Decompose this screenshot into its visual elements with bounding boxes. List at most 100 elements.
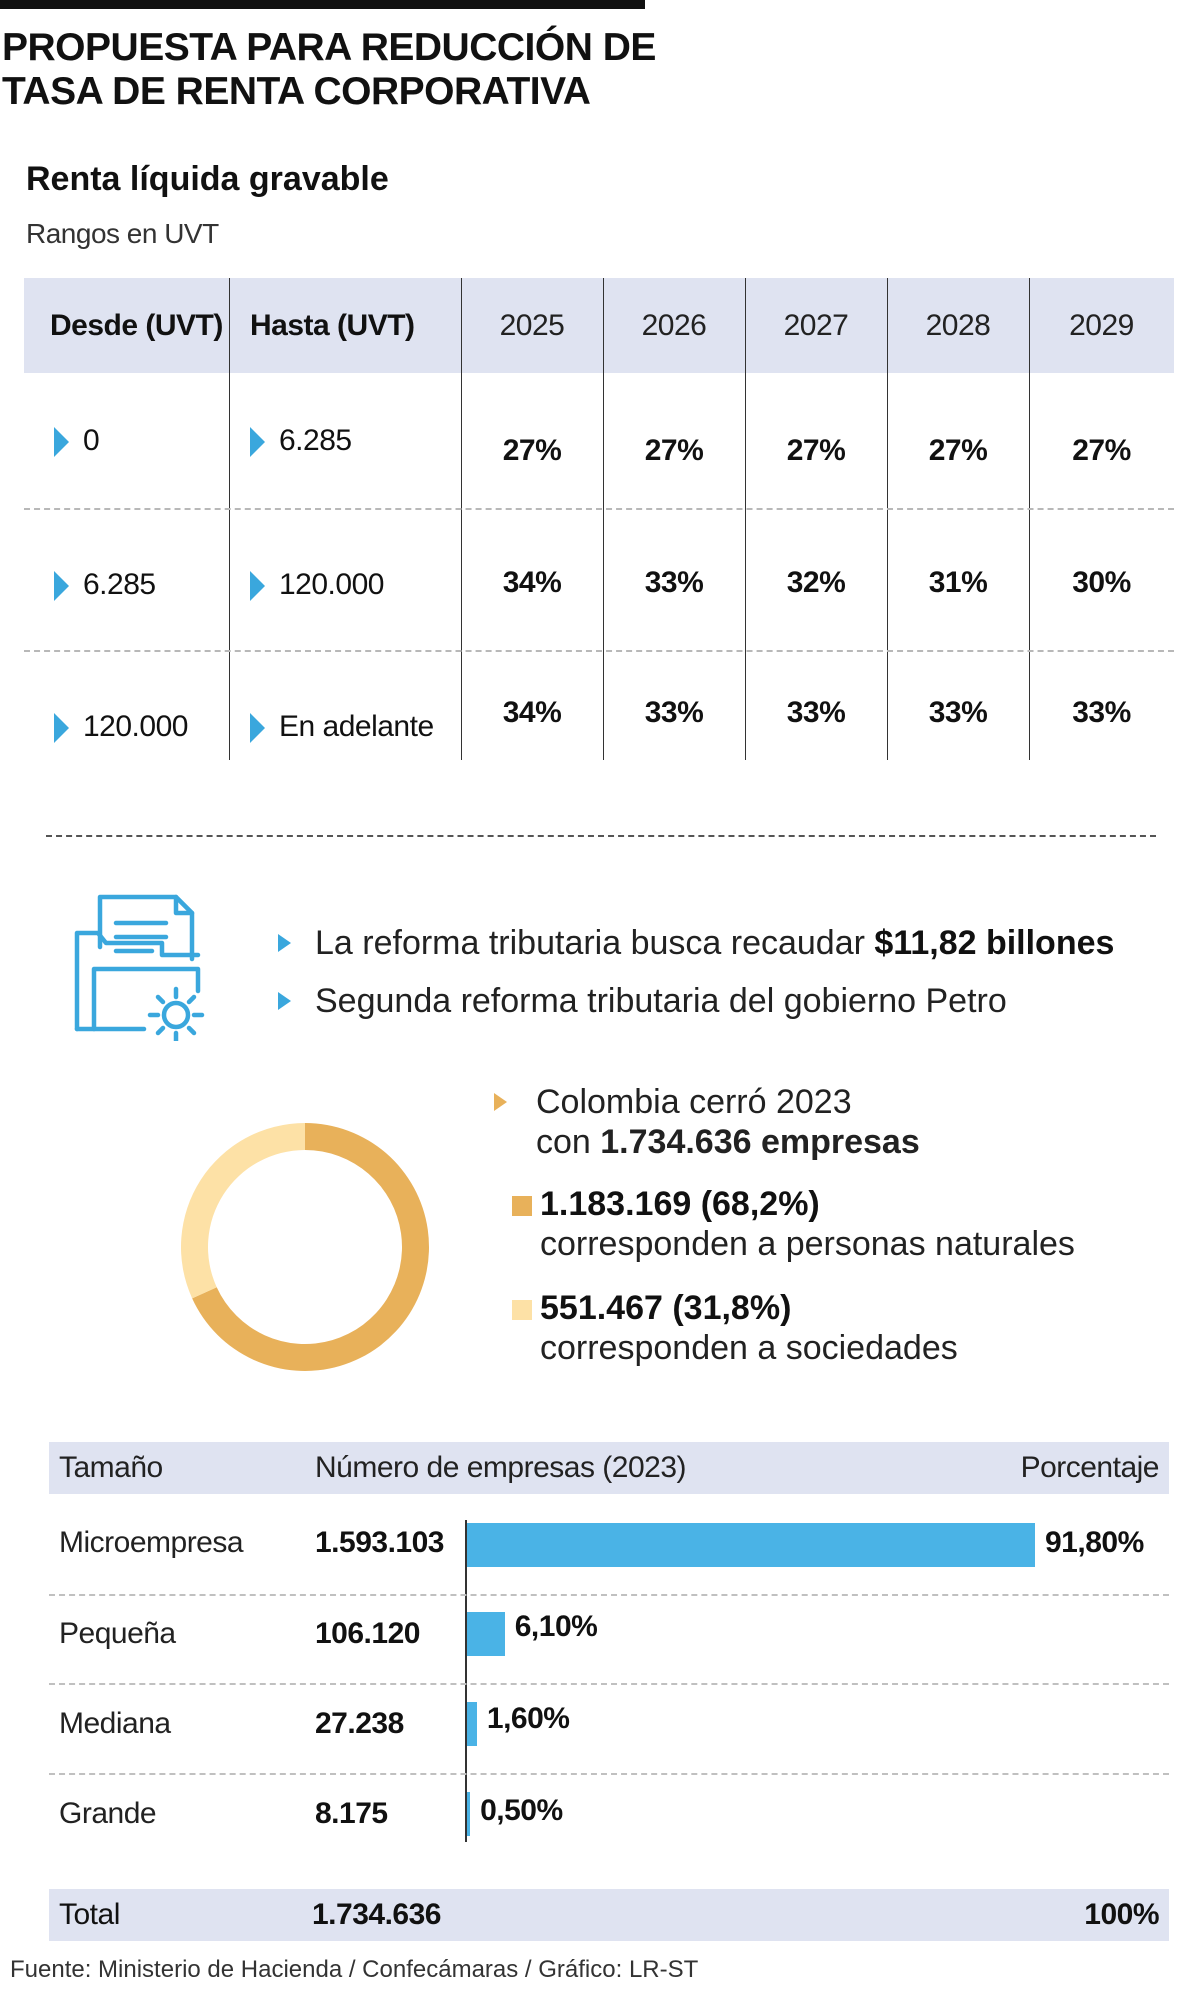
companies-donut-chart xyxy=(181,1123,429,1371)
company-count: 1.593.103 xyxy=(315,1526,444,1559)
bar-axis xyxy=(465,1520,467,1842)
bar-mediana xyxy=(467,1702,477,1746)
hasta-value: 120.000 xyxy=(250,568,384,602)
header-count: Número de empresas (2023) xyxy=(315,1451,687,1484)
percent-label: 0,50% xyxy=(480,1794,563,1827)
page-title-line-1: PROPUESTA PARA REDUCCIÓN DE xyxy=(2,26,656,69)
header-year: 2028 xyxy=(925,309,991,342)
company-count: 8.175 xyxy=(315,1797,388,1830)
desde-value: 6.285 xyxy=(54,568,156,602)
desde-text: 0 xyxy=(83,424,100,457)
header-year: 2027 xyxy=(783,309,849,342)
page-title-line-2: TASA DE RENTA CORPORATIVA xyxy=(2,70,591,113)
hasta-text: 6.285 xyxy=(279,424,352,457)
legend-personas-naturales: 1.183.169 (68,2%) corresponden a persona… xyxy=(512,1184,1075,1264)
row-divider xyxy=(24,508,1174,510)
size-label: Grande xyxy=(59,1797,157,1830)
desde-text: 6.285 xyxy=(83,568,156,601)
legend-label: corresponden a sociedades xyxy=(540,1329,958,1367)
triangle-bullet-icon xyxy=(250,713,265,744)
size-table-header xyxy=(49,1442,1169,1494)
hasta-value: 6.285 xyxy=(250,424,352,458)
donut-slice-sociedades xyxy=(181,1123,305,1299)
total-label: Total xyxy=(59,1898,120,1931)
percent-label: 1,60% xyxy=(486,1702,570,1735)
triangle-bullet-icon xyxy=(278,934,291,953)
total-percent: 100% xyxy=(1084,1898,1159,1931)
page-title: PROPUESTA PARA REDUCCIÓN DE TASA DE RENT… xyxy=(2,26,682,114)
legend-value: 551.467 (31,8%) xyxy=(540,1289,792,1327)
rate-cell: 27% xyxy=(1072,434,1131,467)
row-divider xyxy=(49,1683,1169,1685)
rates-table-header xyxy=(24,278,1174,373)
bar-microempresa xyxy=(467,1523,1035,1567)
info-bullet-reforma: Segunda reforma tributaria del gobierno … xyxy=(278,982,1007,1021)
companies-intro-line-1: Colombia cerró 2023 xyxy=(536,1083,852,1121)
source-note: Fuente: Ministerio de Hacienda / Confecá… xyxy=(10,1956,699,1983)
desde-value: 120.000 xyxy=(54,710,188,744)
companies-intro-line-2: con 1.734.636 empresas xyxy=(536,1122,920,1162)
header-desde: Desde (UVT) xyxy=(50,309,223,342)
rate-cell: 34% xyxy=(502,696,562,729)
triangle-bullet-icon xyxy=(54,427,69,458)
rate-cell: 27% xyxy=(928,434,988,467)
section-divider xyxy=(46,835,1156,837)
company-count: 106.120 xyxy=(315,1617,420,1650)
total-row xyxy=(49,1889,1169,1941)
size-label: Pequeña xyxy=(59,1617,176,1650)
triangle-bullet-icon xyxy=(250,427,265,458)
rate-cell: 33% xyxy=(644,696,704,729)
header-year: 2026 xyxy=(641,309,707,342)
desde-text: 120.000 xyxy=(83,710,188,743)
column-divider xyxy=(229,278,230,760)
intro-text: con xyxy=(536,1123,601,1161)
header-size: Tamaño xyxy=(59,1451,163,1484)
size-label: Mediana xyxy=(59,1707,171,1740)
legend-sociedades: 551.467 (31,8%) corresponden a sociedade… xyxy=(512,1288,958,1368)
rate-cell: 33% xyxy=(928,696,988,729)
bar-pequena xyxy=(467,1612,505,1656)
column-divider xyxy=(887,278,888,760)
info-bullet-recaudo: La reforma tributaria busca recaudar $11… xyxy=(278,924,1114,963)
bullet-text: Segunda reforma tributaria del gobierno … xyxy=(315,982,1007,1020)
rate-cell: 27% xyxy=(786,434,846,467)
percent-label: 91,80% xyxy=(1045,1526,1144,1559)
bullet-bold: $11,82 billones xyxy=(874,924,1115,962)
top-rule xyxy=(0,0,645,9)
column-divider xyxy=(603,278,604,760)
header-year: 2029 xyxy=(1069,309,1134,342)
hasta-text: 120.000 xyxy=(279,568,384,601)
bar-grande xyxy=(467,1792,471,1836)
rate-cell: 30% xyxy=(1072,566,1131,599)
intro-bold: 1.734.636 empresas xyxy=(600,1123,920,1161)
triangle-bullet-icon xyxy=(250,571,265,602)
rate-cell: 27% xyxy=(644,434,704,467)
hasta-text: En adelante xyxy=(279,710,434,743)
rate-cell: 32% xyxy=(786,566,846,599)
desde-value: 0 xyxy=(54,424,100,458)
companies-intro: Colombia cerró 2023 con 1.734.636 empres… xyxy=(494,1082,920,1162)
rates-table-subtitle: Rangos en UVT xyxy=(26,218,219,249)
legend-label: corresponden a personas naturales xyxy=(540,1225,1075,1263)
triangle-bullet-icon xyxy=(278,992,291,1011)
row-divider xyxy=(49,1594,1169,1596)
company-count: 27.238 xyxy=(315,1707,404,1740)
legend-swatch xyxy=(512,1300,532,1320)
rate-cell: 31% xyxy=(928,566,988,599)
bullet-text: La reforma tributaria busca recaudar xyxy=(315,924,875,962)
header-percent: Porcentaje xyxy=(1020,1451,1160,1484)
rate-cell: 33% xyxy=(1072,696,1131,729)
header-hasta: Hasta (UVT) xyxy=(250,309,415,342)
column-divider xyxy=(745,278,746,760)
column-divider xyxy=(461,278,462,760)
rates-table-title: Renta líquida gravable xyxy=(26,160,389,198)
folder-document-gear-icon xyxy=(74,894,205,1041)
rate-cell: 33% xyxy=(644,566,704,599)
row-divider xyxy=(49,1773,1169,1775)
hasta-value: En adelante xyxy=(250,710,434,744)
rate-cell: 27% xyxy=(502,434,562,467)
rate-cell: 33% xyxy=(786,696,846,729)
rate-cell: 34% xyxy=(502,566,562,599)
rates-table: Desde (UVT) Hasta (UVT) 2025 2026 2027 2… xyxy=(24,278,1174,760)
percent-label: 6,10% xyxy=(514,1610,598,1643)
